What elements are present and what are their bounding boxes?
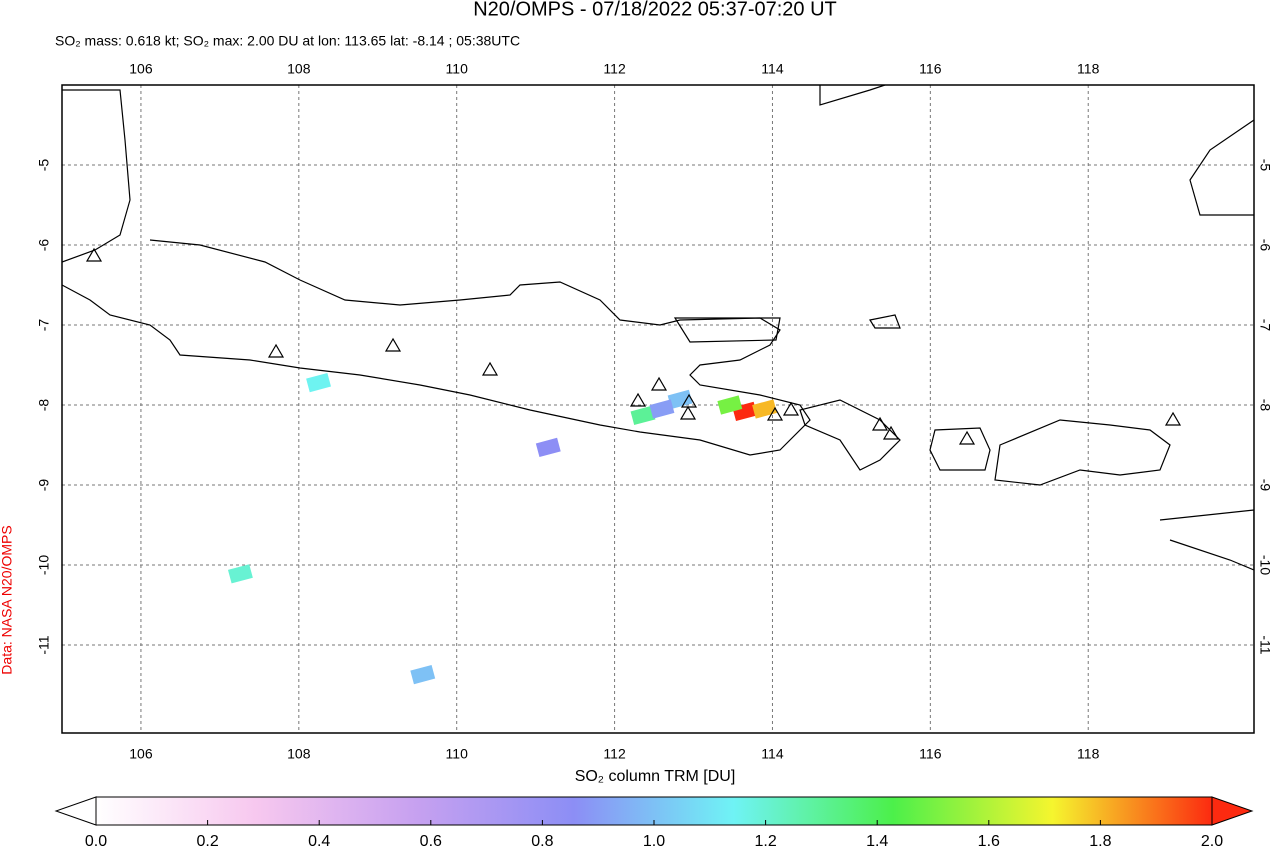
- x-tick-label: 108: [287, 746, 311, 762]
- y-tick-label: -8: [1257, 399, 1272, 412]
- x-tick-label: 116: [919, 61, 942, 77]
- so2-pixel: [535, 437, 561, 458]
- colorbar-over: [1211, 796, 1254, 826]
- credit: Data: NASA N20/OMPS: [0, 525, 15, 674]
- colorbar-tick-label: 0.4: [308, 833, 330, 850]
- so2-pixel: [649, 399, 675, 419]
- colorbar-tick-label: 1.4: [866, 833, 888, 850]
- pixel-layer: [227, 372, 778, 685]
- y-tick-label: -7: [1257, 319, 1272, 332]
- colorbar-label: SO₂ column TRM [DU]: [575, 768, 736, 785]
- y-tick-label: -5: [1257, 159, 1272, 172]
- x-tick-label: 112: [603, 61, 626, 77]
- x-tick-label: 106: [129, 746, 153, 762]
- x-tick-label: 110: [446, 61, 469, 77]
- so2-pixel: [752, 399, 778, 419]
- colorbar: 0.0 0.2 0.4 0.6 0.8 1.0 1.2 1.4 1.6 1.8 2.0: [54, 796, 1254, 850]
- x-tick-label: 106: [129, 61, 153, 77]
- colorbar-tick-label: 0.2: [196, 833, 218, 850]
- so2-pixel: [667, 389, 693, 410]
- title: N20/OMPS - 07/18/2022 05:37-07:20 UT: [473, 0, 837, 20]
- colorbar-tick-label: 2.0: [1201, 833, 1223, 850]
- x-tick-label: 114: [761, 61, 784, 77]
- x-tick-label: 116: [919, 746, 942, 762]
- x-tick-label: 118: [1077, 61, 1100, 77]
- so2-pixel: [410, 664, 436, 685]
- y-tick-label: -11: [1257, 635, 1272, 654]
- y-tick-label: -8: [36, 399, 52, 412]
- colorbar-tick-label: 1.6: [978, 833, 1000, 850]
- subtitle: SO₂ mass: 0.618 kt; SO₂ max: 2.00 DU at …: [55, 33, 520, 49]
- colorbar-tick-label: 0.6: [420, 833, 442, 850]
- volcanoes: [85, 247, 1182, 445]
- coastlines: [62, 85, 1254, 571]
- so2-pixel: [630, 405, 656, 426]
- x-tick-label: 108: [287, 61, 311, 77]
- y-tick-label: -9: [36, 479, 52, 492]
- y-tick-label: -6: [1257, 239, 1272, 252]
- x-tick-label: 112: [603, 746, 626, 762]
- map-frame: [61, 84, 1255, 734]
- so2-pixel: [306, 372, 331, 393]
- colorbar-tick-label: 0.8: [531, 833, 553, 850]
- x-tick-label: 114: [761, 746, 784, 762]
- so2-pixel: [227, 564, 253, 584]
- colorbar-tick-label: 1.0: [643, 833, 665, 850]
- so2-pixel: [717, 395, 743, 415]
- y-tick-label: -10: [1257, 555, 1272, 575]
- y-tick-label: -9: [1257, 479, 1272, 492]
- y-tick-label: -7: [36, 319, 52, 332]
- x-tick-label: 118: [1077, 746, 1100, 762]
- y-tick-label: -6: [36, 239, 52, 252]
- colorbar-tick-label: 1.2: [754, 833, 776, 850]
- x-tick-label: 110: [446, 746, 469, 762]
- y-tick-label: -5: [36, 159, 52, 172]
- y-tick-label: -11: [36, 635, 52, 654]
- colorbar-tick-label: 1.8: [1089, 833, 1111, 850]
- colorbar-under: [54, 796, 97, 826]
- colorbar-tick-label: 0.0: [85, 833, 107, 850]
- y-tick-label: -10: [36, 555, 52, 575]
